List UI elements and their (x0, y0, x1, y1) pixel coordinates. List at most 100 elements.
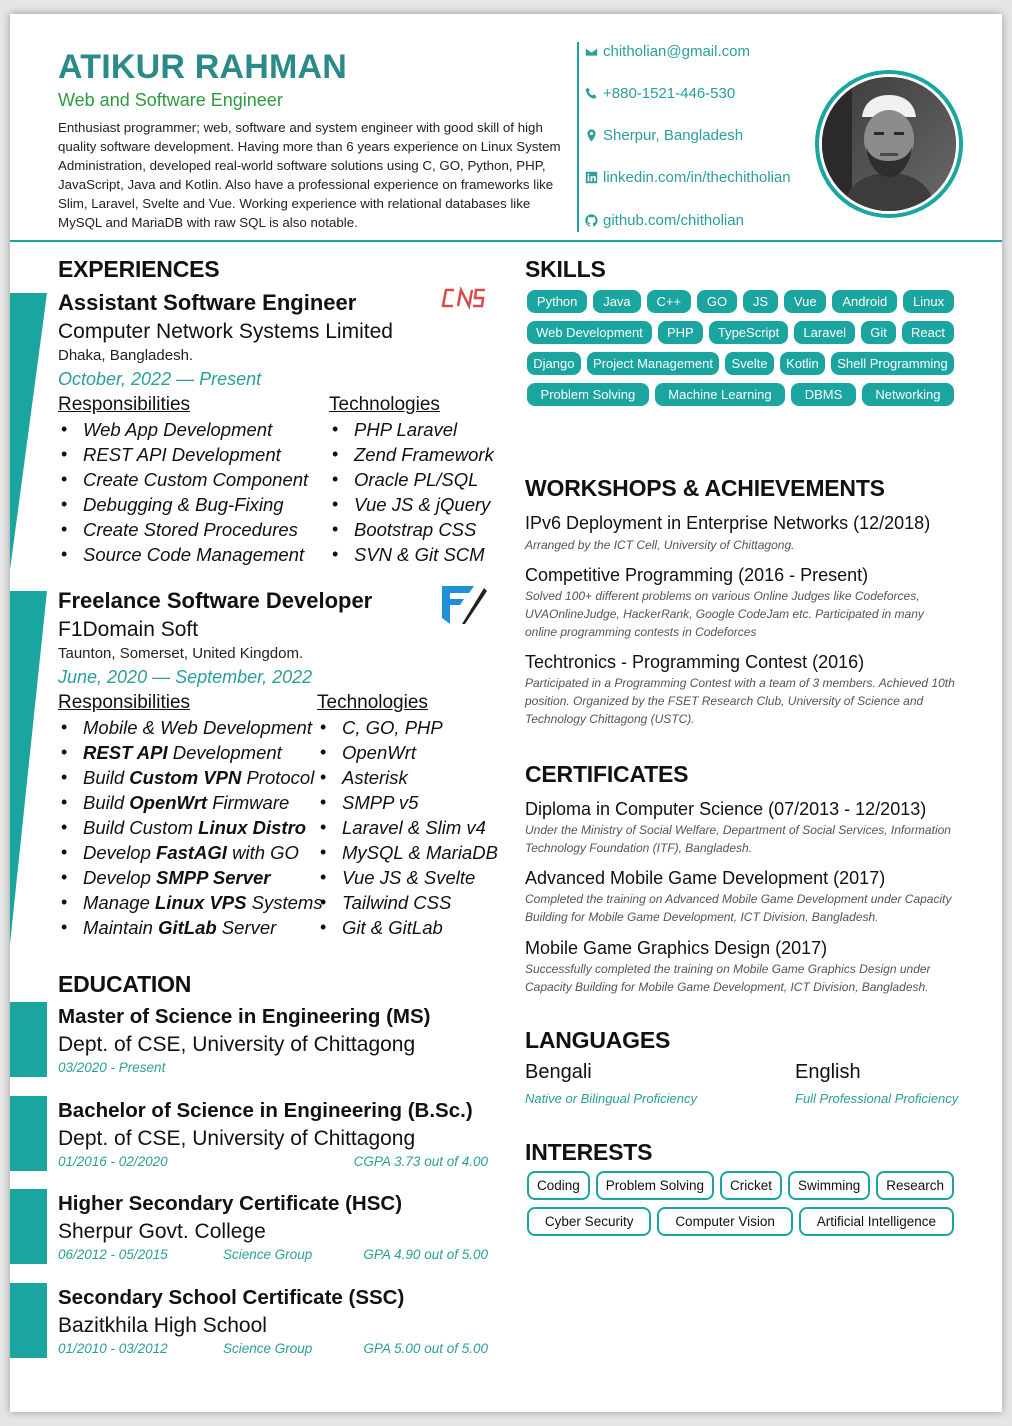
interest-chip: Cyber Security (527, 1207, 652, 1236)
list-item: Develop FastAGI with GO (58, 840, 323, 865)
institution-name: Sherpur Govt. College (58, 1220, 266, 1243)
avatar-portrait-icon (822, 77, 956, 211)
degree-title: Higher Secondary Certificate (HSC) (58, 1192, 403, 1215)
skill-chip: Python (527, 290, 588, 313)
skill-chip: Project Management (586, 352, 720, 375)
institution-name: Bazitkhila High School (58, 1314, 267, 1337)
responsibilities-list: Web App Development REST API Development… (58, 417, 308, 567)
skill-chip: Svelte (725, 352, 774, 375)
location-text: Sherpur, Bangladesh (603, 127, 744, 144)
education-accent-bar (10, 1096, 47, 1171)
achievement-desc: Participated in a Programming Contest wi… (525, 676, 955, 726)
list-item: Create Custom Component (58, 467, 308, 492)
skill-chip: Web Development (527, 321, 652, 344)
contact-phone[interactable]: +880-1521-446-530 (585, 85, 735, 102)
interest-chip: Research (876, 1171, 954, 1200)
interest-chip: Coding (527, 1171, 590, 1200)
list-item: Build OpenWrt Firmware (58, 790, 323, 815)
education-dates: 01/2010 - 03/2012 (58, 1341, 168, 1356)
skill-chip: PHP (657, 321, 703, 344)
list-item: OpenWrt (317, 740, 498, 765)
experience-accent-bars (10, 293, 47, 944)
interest-chip: Cricket (720, 1171, 782, 1200)
skill-chip: C++ (646, 290, 691, 313)
skill-chip: Linux (903, 290, 954, 313)
skill-chip: Django (527, 352, 581, 375)
education-grade: GPA 5.00 out of 5.00 (363, 1341, 488, 1356)
skill-chip: Kotlin (779, 352, 825, 375)
contact-github[interactable]: github.com/chitholian (585, 212, 744, 229)
skill-chip: DBMS (791, 383, 856, 406)
certificate-desc: Successfully completed the training on M… (525, 962, 931, 994)
achievement-title: Competitive Programming (2016 - Present) (525, 565, 869, 585)
degree-title: Master of Science in Engineering (MS) (58, 1005, 431, 1028)
list-item: C, GO, PHP (317, 715, 498, 740)
education-group: Science Group (223, 1247, 313, 1262)
education-grade: CGPA 3.73 out of 4.00 (353, 1154, 488, 1169)
technologies-heading: Technologies (329, 394, 440, 415)
education-dates: 01/2016 - 02/2020 (58, 1154, 168, 1169)
list-item: Debugging & Bug-Fixing (58, 492, 308, 517)
list-item: Web App Development (58, 417, 308, 442)
list-item: SVN & Git SCM (329, 542, 494, 567)
list-item: Laravel & Slim v4 (317, 815, 498, 840)
skills-heading: SKILLS (525, 256, 606, 282)
skill-chip: Vue (784, 290, 827, 313)
f1domain-logo-icon (442, 586, 487, 624)
contact-linkedin[interactable]: linkedin.com/in/thechitholian (585, 169, 791, 186)
achievement-desc: Arranged by the ICT Cell, University of … (525, 538, 795, 552)
interest-chip: Computer Vision (657, 1207, 793, 1236)
workshops-heading: WORKSHOPS & ACHIEVEMENTS (525, 475, 885, 501)
certificate-title: Mobile Game Graphics Design (2017) (525, 938, 828, 958)
job-dates: October, 2022 — Present (58, 369, 262, 389)
skill-chip: Networking (861, 383, 954, 406)
header-divider (10, 240, 1002, 242)
achievement-title: Techtronics - Programming Contest (2016) (525, 652, 865, 672)
phone-text: +880-1521-446-530 (603, 85, 736, 102)
contact-location: Sherpur, Bangladesh (585, 127, 743, 144)
experiences-heading: EXPERIENCES (58, 256, 220, 282)
list-item: Zend Framework (329, 442, 494, 467)
company-name: Computer Network Systems Limited (58, 320, 393, 343)
degree-title: Bachelor of Science in Engineering (B.Sc… (58, 1099, 473, 1122)
education-accent-bar (10, 1283, 47, 1358)
list-item: Source Code Management (58, 542, 308, 567)
responsibilities-list: Mobile & Web Development REST API Develo… (58, 715, 323, 940)
skill-chip: Java (593, 290, 641, 313)
skills-list: Python Java C++ GO JS Vue Android Linux … (527, 290, 955, 406)
linkedin-icon (585, 171, 598, 184)
education-dates: 03/2020 - Present (58, 1060, 166, 1075)
technologies-list: PHP Laravel Zend Framework Oracle PL/SQL… (329, 417, 494, 567)
responsibilities-heading: Responsibilities (58, 692, 191, 713)
degree-title: Secondary School Certificate (SSC) (58, 1286, 405, 1309)
language-level: Full Professional Proficiency (795, 1091, 959, 1106)
linkedin-text: linkedin.com/in/thechitholian (603, 169, 791, 186)
skill-chip: Shell Programming (830, 352, 955, 375)
contact-email[interactable]: chitholian@gmail.com (585, 43, 750, 60)
list-item: Vue JS & Svelte (317, 865, 498, 890)
language-level: Native or Bilingual Proficiency (525, 1091, 697, 1106)
list-item: Create Stored Procedures (58, 517, 308, 542)
interest-chip: Artificial Intelligence (798, 1207, 954, 1236)
list-item: Git & GitLab (317, 915, 498, 940)
full-name: ATIKUR RAHMAN (58, 48, 348, 86)
company-name: F1Domain Soft (58, 618, 199, 641)
github-text: github.com/chitholian (603, 212, 744, 229)
education-grade: GPA 4.90 out of 5.00 (363, 1247, 488, 1262)
language-name: Bengali (525, 1061, 592, 1083)
list-item: Maintain GitLab Server (58, 915, 323, 940)
email-text: chitholian@gmail.com (603, 43, 750, 60)
certificate-desc: Completed the training on Advanced Mobil… (525, 892, 952, 924)
skill-chip: GO (696, 290, 738, 313)
responsibilities-heading: Responsibilities (58, 394, 191, 415)
list-item: PHP Laravel (329, 417, 494, 442)
institution-name: Dept. of CSE, University of Chittagong (58, 1033, 416, 1056)
list-item: Vue JS & jQuery (329, 492, 494, 517)
resume-page: ATIKUR RAHMAN Web and Software Engineer … (10, 14, 1002, 1412)
job-role: Web and Software Engineer (58, 90, 283, 110)
certificate-title: Diploma in Computer Science (07/2013 - 1… (525, 799, 927, 819)
list-item: Oracle PL/SQL (329, 467, 494, 492)
certificate-title: Advanced Mobile Game Development (2017) (525, 868, 886, 888)
list-item: REST API Development (58, 442, 308, 467)
job-title: Assistant Software Engineer (58, 290, 357, 315)
